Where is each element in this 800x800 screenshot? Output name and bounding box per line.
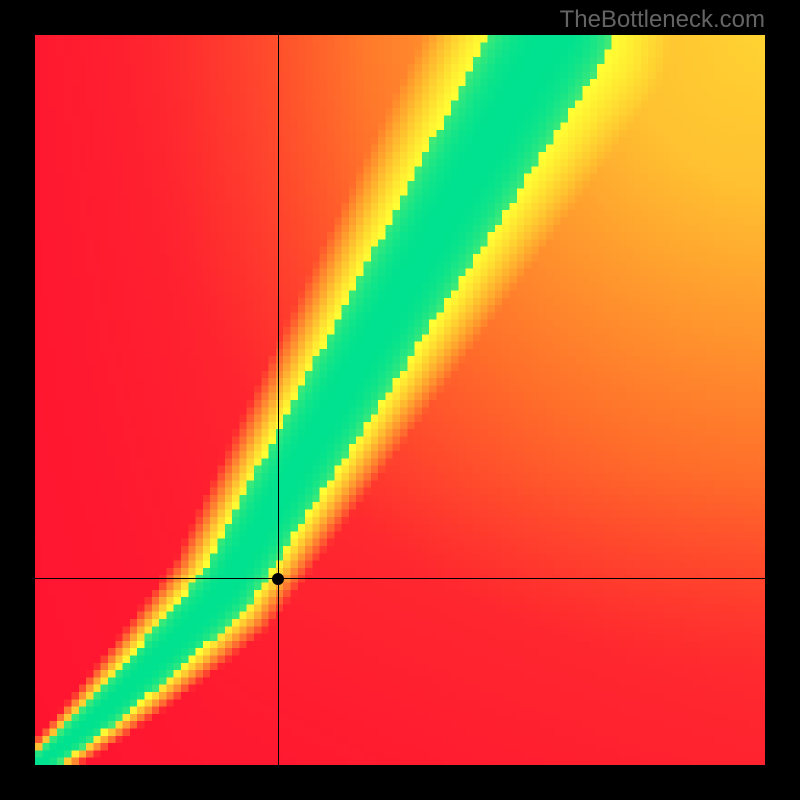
watermark-text: TheBottleneck.com <box>560 6 765 34</box>
crosshair-vertical <box>278 35 279 765</box>
selection-marker <box>272 573 284 585</box>
bottleneck-heatmap <box>35 35 765 765</box>
chart-container: TheBottleneck.com <box>0 0 800 800</box>
crosshair-horizontal <box>35 578 765 579</box>
